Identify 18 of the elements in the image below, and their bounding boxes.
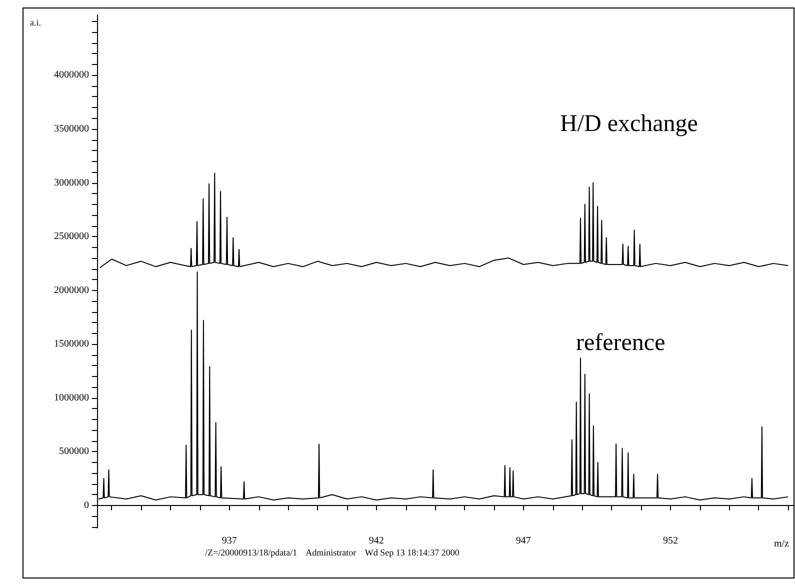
- y-axis-title: a.i.: [30, 18, 41, 28]
- x-axis-title: m/z: [774, 538, 790, 550]
- y-tick-label: 0: [84, 500, 89, 511]
- y-tick-label: 4000000: [54, 70, 89, 81]
- y-tick-label: 500000: [59, 446, 89, 458]
- y-tick-label: 3500000: [54, 124, 89, 134]
- y-tick-label: 2500000: [54, 231, 89, 242]
- y-tick-label: 1000000: [54, 392, 89, 404]
- x-tick-label: 947: [516, 536, 531, 546]
- x-tick-label: 942: [368, 536, 384, 546]
- y-tick-label: 2000000: [54, 284, 89, 296]
- y-tick-label: 3000000: [54, 177, 89, 188]
- annotation: H/D exchange: [560, 111, 698, 137]
- x-tick-label: 952: [662, 536, 678, 546]
- x-tick-label: 937: [222, 536, 237, 546]
- annotation: reference: [576, 330, 666, 356]
- y-tick-label: 1500000: [54, 338, 89, 350]
- text: /Z=/20000913/18/pdata/1 Administrator Wd Sep 13 18:14:37 2000: [205, 548, 460, 558]
